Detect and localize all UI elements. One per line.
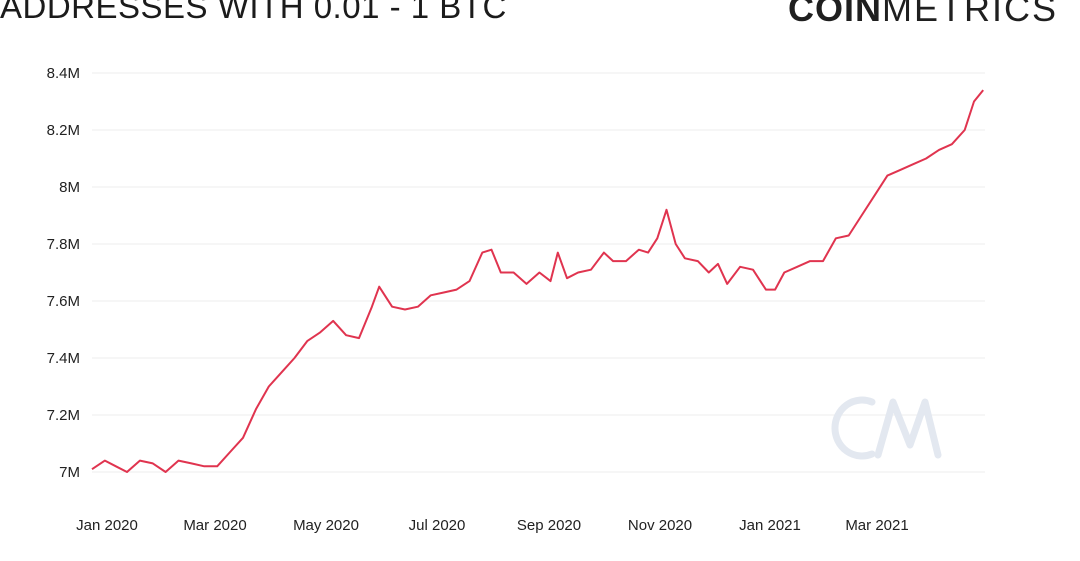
- x-tick-label: Mar 2021: [845, 517, 908, 534]
- y-tick-label: 7.4M: [47, 350, 80, 367]
- y-axis-ticks: 7M 7.2M 7.4M 7.6M 7.8M 8M 8.2M 8.4M: [47, 65, 80, 481]
- x-tick-label: Jan 2021: [739, 517, 801, 534]
- y-tick-label: 7.2M: [47, 407, 80, 424]
- x-tick-label: Jul 2020: [409, 517, 466, 534]
- x-tick-label: Mar 2020: [183, 517, 246, 534]
- y-tick-label: 7.8M: [47, 236, 80, 253]
- gridlines: [92, 72, 985, 473]
- chart-title: ADDRESSES WITH 0.01 - 1 BTC: [0, 0, 507, 25]
- watermark-cm-logo: [831, 396, 942, 460]
- y-tick-label: 8.2M: [47, 122, 80, 139]
- x-axis-ticks: Jan 2020 Mar 2020 May 2020 Jul 2020 Sep 2020…: [76, 517, 909, 534]
- brand-logo: COINMETRICS: [788, 0, 1058, 30]
- x-tick-label: Nov 2020: [628, 517, 692, 534]
- y-tick-label: 8M: [59, 179, 80, 196]
- series-line: [91, 89, 984, 473]
- x-tick-label: May 2020: [293, 517, 359, 534]
- x-tick-label: Sep 2020: [517, 517, 581, 534]
- y-tick-label: 7.6M: [47, 293, 80, 310]
- y-tick-label: 8.4M: [47, 65, 80, 82]
- x-tick-label: Jan 2020: [76, 517, 138, 534]
- brand-logo-light: METRICS: [882, 0, 1058, 29]
- series-layer: [91, 89, 984, 473]
- y-tick-label: 7M: [59, 464, 80, 481]
- brand-logo-bold: COIN: [788, 0, 882, 29]
